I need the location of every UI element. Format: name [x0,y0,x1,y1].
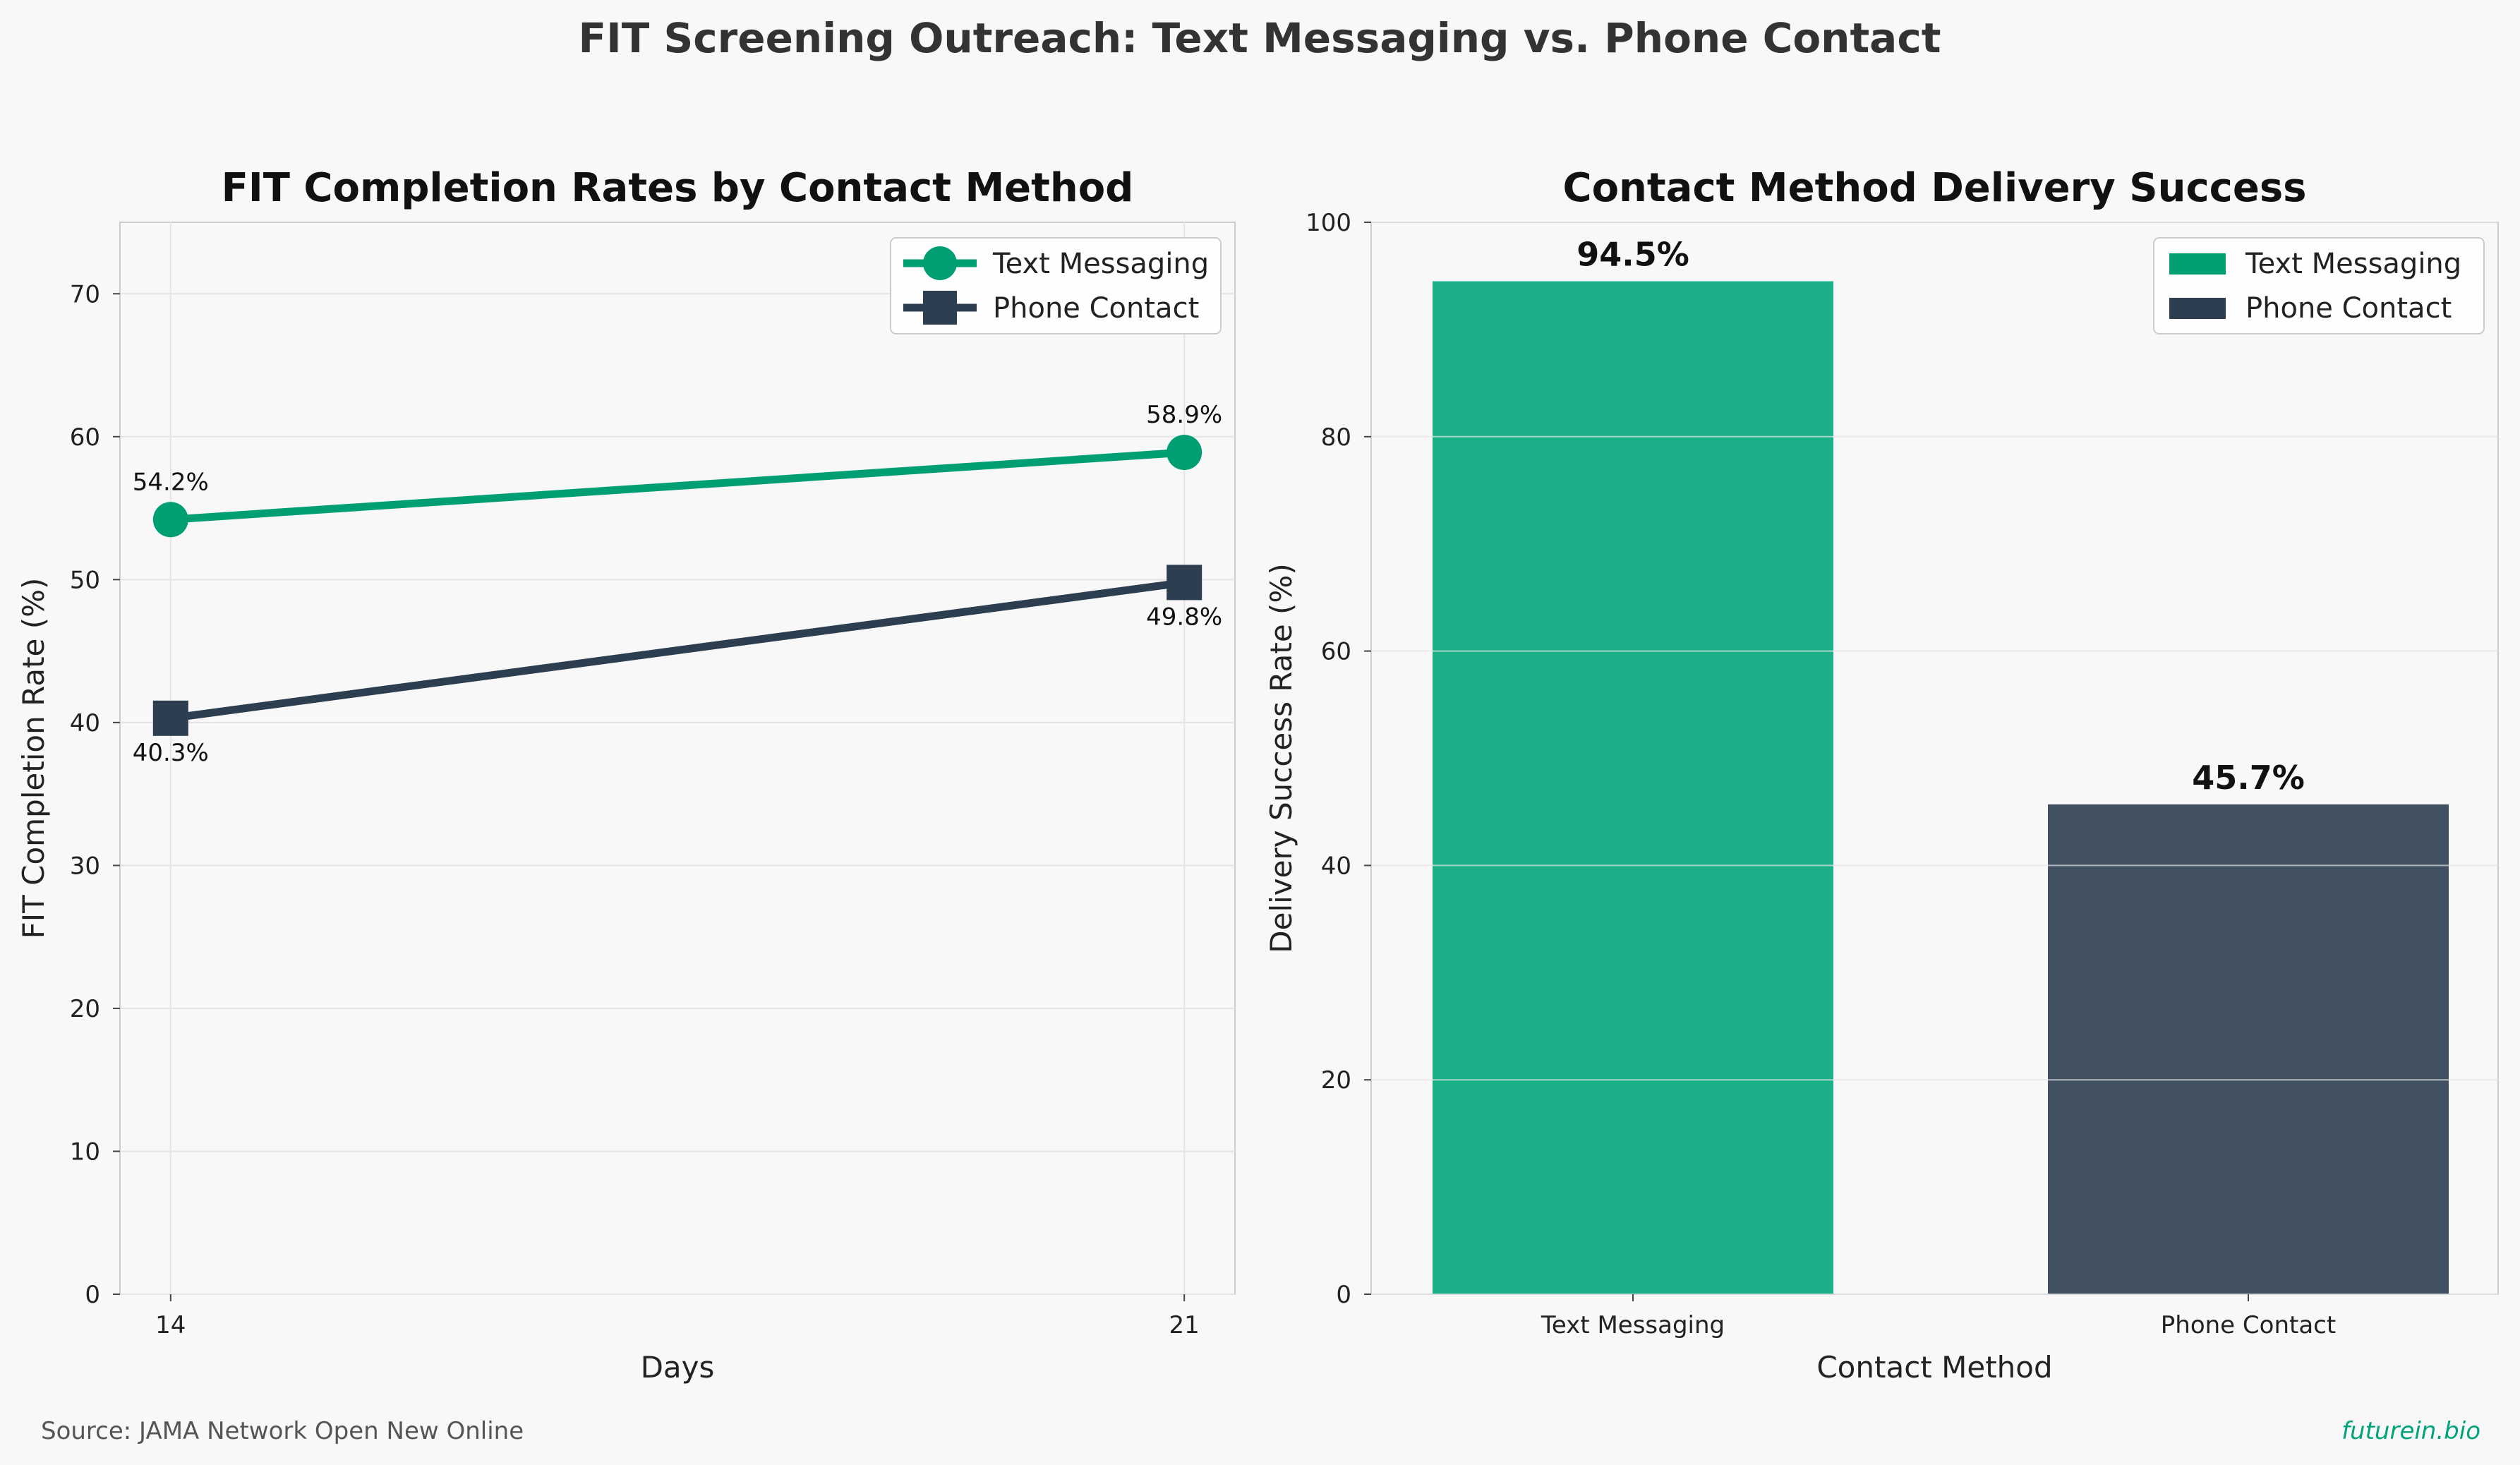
bar-value-label: 45.7% [2192,759,2305,797]
line-x-axis: 14 21 [155,1294,1200,1339]
bar-grid [1371,222,2498,1295]
line-point-marker [152,700,188,736]
bar-y-tick-label: 100 [1306,209,1351,237]
bar-y-tick-label: 20 [1321,1066,1351,1095]
line-chart-title: FIT Completion Rates by Contact Method [222,165,1134,211]
bar-chart-title: Contact Method Delivery Success [1562,165,2306,211]
bar-legend-box [2153,237,2485,334]
line-grid [120,222,1235,1295]
line-chart: 0 10 20 30 40 50 60 70 14 21 54.2% 58.9% 40.3% 49.8… [16,165,1236,1385]
line-point-marker [1166,435,1202,471]
figure-title: FIT Screening Outreach: Text Messaging v… [579,14,1941,62]
line-point-label: 54.2% [133,468,209,496]
line-y-tick-label: 30 [70,852,100,880]
line-y-tick-label: 70 [70,280,100,308]
bar-y-tick-label: 60 [1321,638,1351,666]
line-point-marker [152,502,188,538]
bar-series-group [1433,281,2449,1294]
line-legend-marker [923,291,957,325]
bar-legend-label: Phone Contact [2245,292,2452,325]
bar-legend-swatch [2169,253,2226,275]
line-y-axis-label: FIT Completion Rate (%) [16,578,51,939]
line-y-tick-label: 60 [70,423,100,452]
bar-phone-contact [2048,804,2449,1294]
line-legend-label: Phone Contact [993,292,1199,325]
line-x-tick-label: 21 [1169,1311,1200,1339]
bar-x-tick-label: Text Messaging [1541,1311,1725,1339]
bar-y-tick-label: 40 [1321,852,1351,880]
bar-y-axis: 0 20 40 60 80 100 [1306,209,1371,1309]
line-point-marker [1166,565,1202,601]
line-y-axis: 0 10 20 30 40 50 60 70 [70,280,120,1309]
line-point-label: 58.9% [1146,401,1222,429]
line-legend: Text Messaging Phone Contact [890,237,1222,334]
bar-value-label: 94.5% [1576,236,1689,274]
line-legend-marker [923,246,957,280]
bar-legend: Text Messaging Phone Contact [2153,237,2485,334]
line-series-group: 54.2% 58.9% 40.3% 49.8% [133,401,1222,767]
line-y-tick-label: 40 [70,709,100,737]
bar-x-axis: Text Messaging Phone Contact [1541,1294,2336,1339]
bar-legend-swatch [2169,298,2226,319]
bar-x-axis-label: Contact Method [1816,1350,2052,1385]
line-x-tick-label: 14 [155,1311,186,1339]
bar-y-tick-label: 80 [1321,423,1351,452]
brand-mark: futurein.bio [2341,1417,2480,1445]
line-plot-area [119,222,1236,1295]
line-series-phone-contact [170,578,1185,723]
bar-x-tick-label: Phone Contact [2161,1311,2336,1339]
bar-chart: 0 20 40 60 80 100 Text Messaging Phone Contact… [1264,165,2499,1385]
bar-text-messaging [1433,281,1833,1294]
bar-y-axis-label: Delivery Success Rate (%) [1264,563,1298,953]
line-point-label: 49.8% [1146,603,1222,631]
line-y-tick-label: 20 [70,995,100,1023]
line-point-label: 40.3% [133,739,209,767]
bar-y-tick-label: 0 [1336,1281,1351,1309]
line-series-text-messaging [170,448,1185,524]
line-legend-label: Text Messaging [992,248,1209,280]
bar-legend-label: Text Messaging [2245,248,2461,280]
source-note: Source: JAMA Network Open New Online [41,1417,524,1445]
line-x-axis-label: Days [641,1350,715,1385]
line-y-tick-label: 0 [85,1281,100,1309]
line-y-tick-label: 50 [70,566,100,594]
line-y-tick-label: 10 [70,1138,100,1166]
bar-value-labels: 94.5% 45.7% [1576,236,2305,797]
